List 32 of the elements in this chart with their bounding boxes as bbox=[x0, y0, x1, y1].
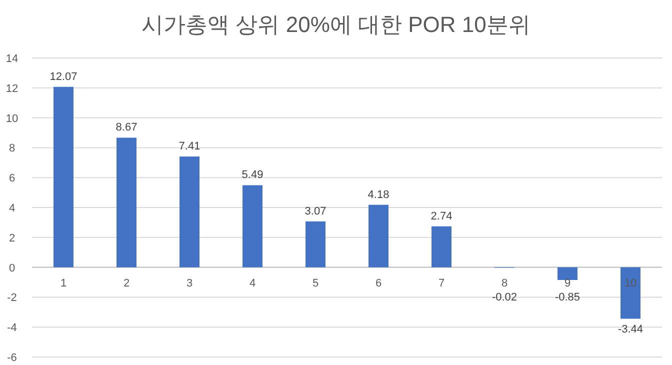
x-tick-label: 3 bbox=[186, 277, 193, 290]
y-tick-label: -6 bbox=[7, 352, 17, 364]
data-label: 2.74 bbox=[430, 210, 452, 222]
y-tick-label: -2 bbox=[7, 292, 17, 304]
data-label: 8.67 bbox=[116, 122, 138, 134]
y-tick-label: -4 bbox=[7, 322, 17, 334]
data-label: 3.07 bbox=[304, 205, 326, 218]
x-tick-label: 6 bbox=[375, 277, 382, 290]
x-tick-label: 10 bbox=[624, 277, 637, 290]
data-label: -0.85 bbox=[554, 291, 580, 304]
data-label: 12.07 bbox=[50, 70, 78, 83]
data-label: -0.02 bbox=[492, 291, 518, 304]
y-tick-label: 12 bbox=[6, 82, 18, 95]
y-tick-label: 8 bbox=[8, 142, 16, 155]
y-tick-label: 0 bbox=[8, 262, 16, 274]
chart-title: 시가총액 상위 20%에 대한 POR 10분위 bbox=[142, 12, 530, 37]
x-tick-label: 1 bbox=[60, 277, 67, 290]
y-tick-label: 14 bbox=[6, 53, 18, 65]
data-label: -3.44 bbox=[618, 324, 644, 336]
data-label: 4.18 bbox=[368, 188, 390, 201]
x-tick-label: 8 bbox=[501, 277, 508, 290]
y-tick-label: 4 bbox=[8, 202, 16, 214]
x-tick-label: 4 bbox=[249, 277, 256, 290]
y-tick-label: 6 bbox=[8, 172, 16, 185]
data-label: 5.49 bbox=[242, 169, 264, 182]
y-tick-label: 2 bbox=[8, 232, 16, 244]
data-label: 7.41 bbox=[178, 140, 200, 153]
x-tick-label: 2 bbox=[123, 277, 130, 290]
y-tick-label: 10 bbox=[6, 112, 18, 125]
x-tick-label: 7 bbox=[438, 277, 445, 290]
x-tick-label: 9 bbox=[564, 277, 571, 290]
x-tick-label: 5 bbox=[312, 277, 319, 290]
